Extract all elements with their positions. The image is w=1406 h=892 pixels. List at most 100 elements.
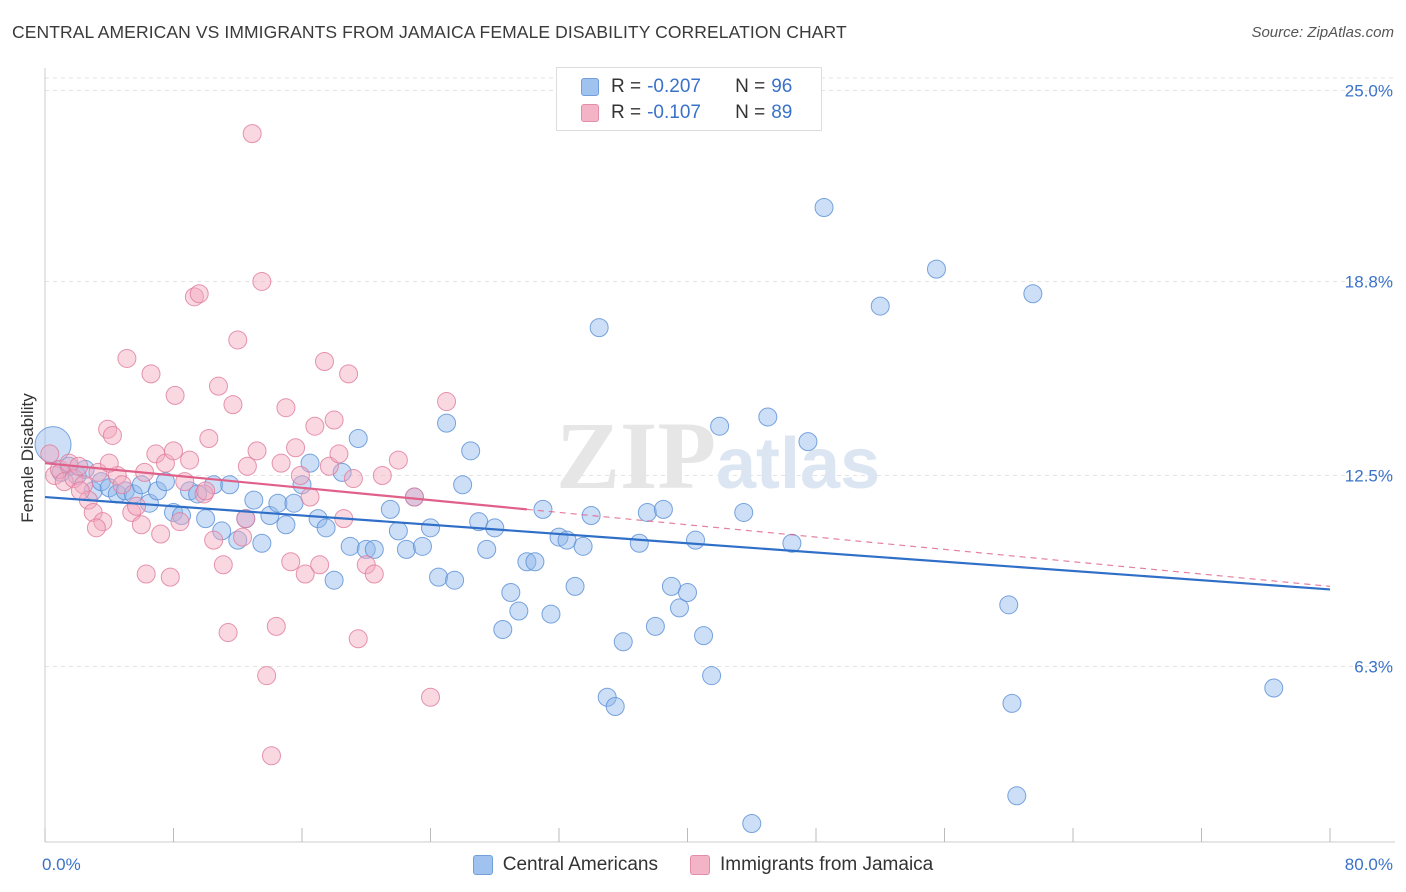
point-central-americans bbox=[268, 493, 288, 513]
point-central-americans bbox=[589, 318, 609, 338]
point-immigrants-from-jamaica bbox=[131, 515, 151, 535]
point-immigrants-from-jamaica bbox=[70, 481, 90, 501]
series-central-americans bbox=[34, 198, 1284, 834]
point-central-americans bbox=[710, 416, 730, 436]
point-immigrants-from-jamaica bbox=[314, 352, 334, 372]
point-immigrants-from-jamaica bbox=[189, 284, 209, 304]
point-immigrants-from-jamaica bbox=[228, 330, 248, 350]
point-immigrants-from-jamaica bbox=[99, 453, 119, 473]
axes bbox=[44, 68, 1395, 843]
point-immigrants-from-jamaica bbox=[281, 552, 301, 572]
n-value: 96 bbox=[771, 76, 793, 97]
stats-row-immigrants-from-jamaica: R = -0.107 N = 89 bbox=[581, 100, 792, 126]
point-central-americans bbox=[517, 552, 537, 572]
point-immigrants-from-jamaica bbox=[233, 527, 253, 547]
point-immigrants-from-jamaica bbox=[102, 425, 122, 445]
point-immigrants-from-jamaica bbox=[64, 469, 84, 489]
point-central-americans bbox=[332, 462, 352, 482]
point-central-americans bbox=[421, 518, 440, 538]
grid-lines bbox=[45, 77, 1395, 667]
r-label: R = bbox=[611, 76, 642, 97]
point-central-americans bbox=[686, 530, 706, 550]
point-immigrants-from-jamaica bbox=[242, 124, 262, 144]
point-immigrants-from-jamaica bbox=[180, 450, 200, 470]
point-central-americans bbox=[364, 539, 384, 559]
point-central-americans bbox=[1002, 693, 1022, 713]
point-immigrants-from-jamaica bbox=[339, 364, 359, 384]
n-label: N = bbox=[735, 102, 766, 123]
y-tick-label: 12.5% bbox=[1345, 466, 1393, 485]
point-immigrants-from-jamaica bbox=[421, 687, 440, 707]
point-immigrants-from-jamaica bbox=[388, 450, 408, 470]
point-central-americans bbox=[758, 407, 778, 427]
point-central-americans bbox=[541, 604, 561, 624]
r-value: -0.107 bbox=[647, 102, 701, 123]
point-central-americans bbox=[678, 583, 697, 603]
point-immigrants-from-jamaica bbox=[165, 385, 185, 405]
point-central-americans bbox=[637, 502, 657, 522]
y-tick-label: 25.0% bbox=[1345, 81, 1393, 100]
r-label: R = bbox=[611, 102, 642, 123]
x-tick-label: 80.0% bbox=[1345, 855, 1393, 874]
legend-item-central-americans[interactable]: Central Americans bbox=[472, 854, 658, 876]
trend-line-extension-immigrants-from-jamaica bbox=[526, 508, 1331, 587]
point-immigrants-from-jamaica bbox=[372, 465, 392, 485]
point-immigrants-from-jamaica bbox=[213, 555, 233, 575]
point-immigrants-from-jamaica bbox=[40, 444, 60, 464]
chart-title: CENTRAL AMERICAN VS IMMIGRANTS FROM JAMA… bbox=[12, 22, 847, 42]
point-central-americans bbox=[1023, 284, 1043, 304]
point-central-americans bbox=[284, 493, 304, 513]
point-immigrants-from-jamaica bbox=[141, 364, 161, 384]
point-central-americans bbox=[461, 441, 481, 461]
stats-legend-box: R = -0.207 N = 96 R = -0.107 N = 89 bbox=[556, 67, 822, 131]
source-label: Source: ZipAtlas.com bbox=[1251, 24, 1394, 41]
point-central-americans bbox=[533, 499, 553, 519]
point-immigrants-from-jamaica bbox=[286, 438, 306, 458]
point-central-americans bbox=[388, 521, 408, 541]
point-immigrants-from-jamaica bbox=[257, 666, 277, 686]
tick-labels: 6.3% 12.5% 18.8% 25.0% 0.0% 80.0% bbox=[42, 81, 1393, 874]
point-immigrants-from-jamaica bbox=[204, 530, 224, 550]
point-central-americans bbox=[581, 506, 601, 526]
point-central-americans bbox=[870, 296, 890, 316]
stats-swatch-central-americans bbox=[581, 78, 599, 96]
point-central-americans bbox=[573, 536, 593, 556]
n-label: N = bbox=[735, 76, 766, 97]
point-immigrants-from-jamaica bbox=[247, 441, 267, 461]
trend-line-immigrants-from-jamaica bbox=[44, 462, 527, 511]
point-immigrants-from-jamaica bbox=[348, 629, 368, 649]
point-central-americans bbox=[605, 696, 625, 716]
point-central-americans bbox=[437, 413, 457, 433]
point-central-americans bbox=[798, 432, 818, 452]
point-central-americans bbox=[613, 632, 633, 652]
point-immigrants-from-jamaica bbox=[117, 348, 137, 368]
point-central-americans bbox=[340, 536, 360, 556]
point-central-americans bbox=[396, 539, 416, 559]
point-central-americans bbox=[629, 533, 649, 553]
watermark: ZIP atlas bbox=[556, 402, 880, 509]
y-tick-label: 6.3% bbox=[1354, 657, 1393, 676]
y-axis-label: Female Disability bbox=[18, 393, 37, 523]
point-central-americans bbox=[196, 509, 216, 529]
point-immigrants-from-jamaica bbox=[305, 416, 325, 436]
point-central-americans bbox=[1007, 786, 1027, 806]
point-immigrants-from-jamaica bbox=[127, 496, 147, 516]
point-immigrants-from-jamaica bbox=[290, 465, 310, 485]
trend-lines bbox=[44, 462, 1331, 591]
point-central-americans bbox=[999, 595, 1019, 615]
point-immigrants-from-jamaica bbox=[324, 410, 344, 430]
point-central-americans bbox=[694, 626, 714, 646]
point-immigrants-from-jamaica bbox=[261, 746, 281, 766]
point-immigrants-from-jamaica bbox=[208, 376, 228, 396]
point-immigrants-from-jamaica bbox=[237, 456, 257, 476]
point-immigrants-from-jamaica bbox=[199, 429, 219, 449]
point-immigrants-from-jamaica bbox=[160, 567, 180, 587]
point-central-americans bbox=[1264, 678, 1284, 698]
point-central-americans bbox=[244, 490, 264, 510]
legend-item-immigrants-from-jamaica[interactable]: Immigrants from Jamaica bbox=[689, 854, 933, 876]
legend-label: Central Americans bbox=[502, 854, 658, 875]
watermark-atlas: atlas bbox=[716, 424, 880, 504]
trend-line-central-americans bbox=[44, 495, 1331, 591]
point-central-americans bbox=[653, 499, 673, 519]
point-immigrants-from-jamaica bbox=[310, 555, 330, 575]
